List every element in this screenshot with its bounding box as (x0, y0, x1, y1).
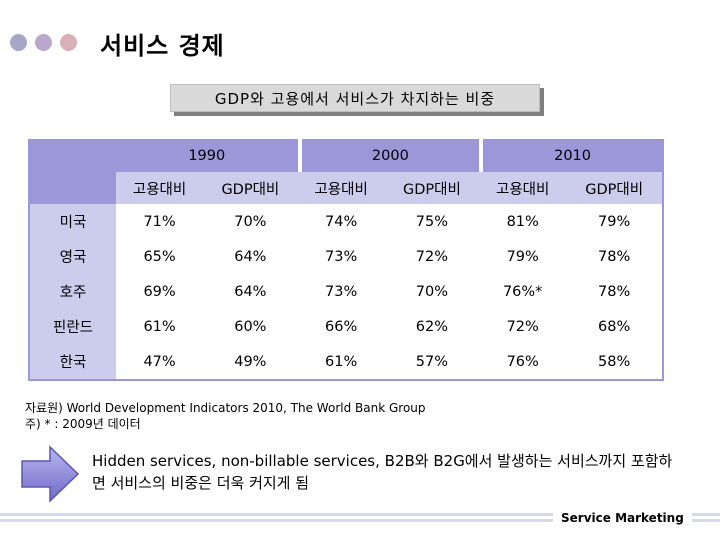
table-cell: 57% (384, 344, 480, 381)
table-row: 호주 69% 64% 73% 70% 76%* 78% (28, 274, 664, 309)
table-cell: 73% (297, 274, 385, 309)
table-cell: 66% (297, 309, 385, 344)
table-cell: 79% (479, 239, 567, 274)
table-cell: 70% (384, 274, 480, 309)
service-share-table: 1990 2000 2010 고용대비 GDP대비 고용대비 GDP대비 고용대… (28, 139, 664, 381)
table-cell: 49% (203, 344, 298, 381)
table-cell: 69% (116, 274, 204, 309)
table-caption: GDP와 고용에서 서비스가 차지하는 비중 (170, 84, 540, 112)
source-note: 자료원) World Development Indicators 2010, … (25, 400, 426, 432)
table-cell: 61% (116, 309, 204, 344)
page-title: 서비스 경제 (100, 32, 225, 60)
table-cell: 62% (384, 309, 480, 344)
table-cell: 65% (116, 239, 204, 274)
table-row: 핀란드 61% 60% 66% 62% 72% 68% (28, 309, 664, 344)
table-cell: 72% (479, 309, 567, 344)
dot-3 (60, 34, 77, 51)
table-cell: 58% (566, 344, 664, 381)
table-cell: 76% (479, 344, 567, 381)
header-corner (28, 139, 116, 204)
year-header: 2000 (297, 139, 480, 172)
right-arrow-icon (21, 445, 80, 503)
year-header: 1990 (116, 139, 298, 172)
country-label: 미국 (28, 204, 116, 239)
table-cell: 78% (566, 239, 664, 274)
subheader: 고용대비 (116, 172, 204, 204)
table-cell: 72% (384, 239, 480, 274)
footer-label: Service Marketing (553, 508, 692, 528)
table-cell: 74% (297, 204, 385, 239)
dot-2 (35, 34, 52, 51)
subheader: GDP대비 (566, 172, 664, 204)
year-header: 2010 (479, 139, 664, 172)
table-cell: 78% (566, 274, 664, 309)
source-line: 자료원) World Development Indicators 2010, … (25, 401, 426, 415)
footnote-line: 주) * : 2009년 데이터 (25, 417, 141, 431)
title-bullet-dots (10, 34, 77, 51)
table-cell: 68% (566, 309, 664, 344)
country-label: 핀란드 (28, 309, 116, 344)
table-cell: 70% (203, 204, 298, 239)
table-row: 영국 65% 64% 73% 72% 79% 78% (28, 239, 664, 274)
table-cell: 79% (566, 204, 664, 239)
subheader: 고용대비 (297, 172, 385, 204)
table-cell: 73% (297, 239, 385, 274)
table-cell: 81% (479, 204, 567, 239)
table-cell: 61% (297, 344, 385, 381)
subheader: GDP대비 (384, 172, 480, 204)
footer-bar (0, 513, 720, 525)
table-row: 한국 47% 49% 61% 57% 76% 58% (28, 344, 664, 381)
table-cell: 60% (203, 309, 298, 344)
table-cell: 64% (203, 239, 298, 274)
country-label: 영국 (28, 239, 116, 274)
dot-1 (10, 34, 27, 51)
table-cell: 75% (384, 204, 480, 239)
country-label: 한국 (28, 344, 116, 381)
table-cell: 47% (116, 344, 204, 381)
country-label: 호주 (28, 274, 116, 309)
table-cell: 76%* (479, 274, 567, 309)
subheader: GDP대비 (203, 172, 298, 204)
table-cell: 71% (116, 204, 204, 239)
table-row: 미국 71% 70% 74% 75% 81% 79% (28, 204, 664, 239)
subheader: 고용대비 (479, 172, 567, 204)
table-cell: 64% (203, 274, 298, 309)
summary-note: Hidden services, non-billable services, … (92, 452, 673, 492)
